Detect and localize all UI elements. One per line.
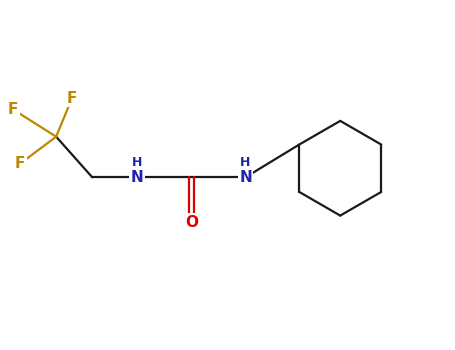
Text: N: N bbox=[239, 170, 252, 185]
Text: F: F bbox=[15, 156, 25, 171]
Text: F: F bbox=[67, 91, 77, 106]
Text: N: N bbox=[131, 170, 144, 185]
Text: F: F bbox=[8, 102, 19, 117]
Text: O: O bbox=[185, 215, 198, 230]
Text: H: H bbox=[132, 156, 142, 169]
Text: H: H bbox=[240, 156, 251, 169]
